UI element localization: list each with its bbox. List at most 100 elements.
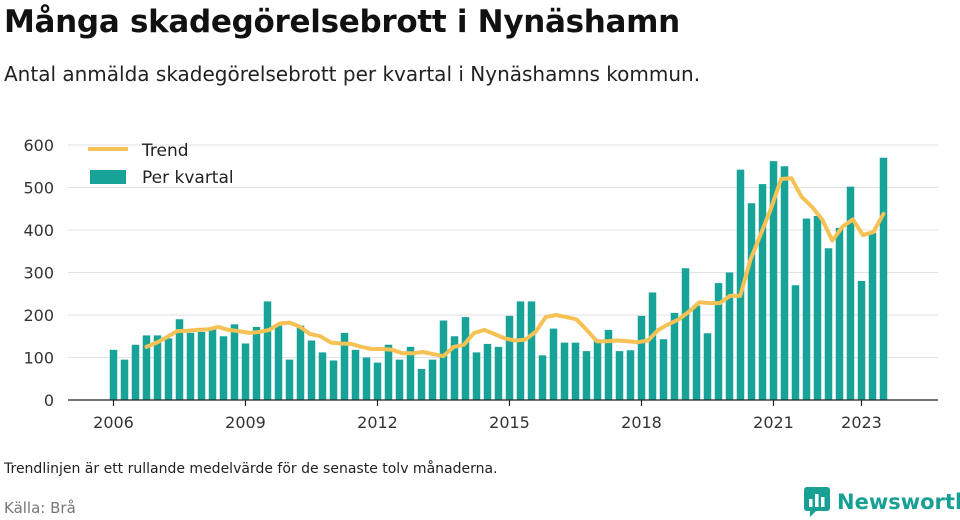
bar — [274, 325, 283, 400]
bar — [208, 327, 217, 400]
bar — [263, 301, 272, 400]
bar — [483, 343, 492, 400]
bar — [736, 169, 745, 400]
bar — [516, 301, 525, 400]
newsworthy-logo-text: Newsworthy — [837, 490, 960, 514]
bar — [857, 281, 866, 400]
bar — [472, 352, 481, 400]
bar — [626, 350, 635, 400]
chart-title: Många skadegörelsebrott i Nynäshamn — [4, 4, 680, 40]
y-tick-label: 300 — [23, 264, 54, 283]
bar — [813, 215, 822, 400]
bar — [835, 227, 844, 400]
bar — [725, 272, 734, 400]
bar — [582, 351, 591, 400]
chart-note: Trendlinjen är ett rullande medelvärde f… — [4, 461, 498, 477]
bar — [604, 329, 613, 400]
chart-subtitle: Antal anmälda skadegörelsebrott per kvar… — [4, 62, 701, 86]
bar — [824, 248, 833, 400]
bar — [131, 344, 140, 400]
bar — [252, 326, 261, 400]
bar — [703, 333, 712, 400]
x-tick-label: 2009 — [225, 413, 266, 432]
bar — [307, 340, 316, 400]
y-tick-label: 200 — [23, 306, 54, 325]
x-tick-label: 2018 — [621, 413, 662, 432]
bar — [461, 317, 470, 400]
bar — [846, 186, 855, 400]
bar — [571, 342, 580, 400]
bar — [219, 336, 228, 400]
bar — [593, 340, 602, 400]
bar — [670, 312, 679, 400]
x-tick-label: 2015 — [489, 413, 530, 432]
bar — [868, 232, 877, 400]
bar — [450, 336, 459, 400]
bar — [802, 218, 811, 400]
bar — [648, 292, 657, 400]
y-tick-label: 500 — [23, 179, 54, 198]
chart: 0 100 200 300 400 500 600 2006 2009 2012 2015 2018… — [23, 136, 938, 432]
bar — [373, 362, 382, 400]
bar — [615, 351, 624, 400]
x-tick-label: 2023 — [841, 413, 882, 432]
bar — [285, 359, 294, 400]
bar — [780, 166, 789, 400]
bar — [538, 355, 547, 400]
y-tick-label: 0 — [44, 391, 54, 410]
bar — [120, 359, 129, 400]
bar — [406, 346, 415, 400]
newsworthy-logo-icon — [804, 487, 830, 517]
bar — [494, 346, 503, 400]
bar — [296, 325, 305, 400]
y-tick-label: 600 — [23, 136, 54, 155]
bar — [109, 349, 118, 400]
bars — [109, 157, 888, 400]
bar — [791, 285, 800, 400]
bar — [747, 203, 756, 400]
bar — [164, 338, 173, 400]
bar — [395, 359, 404, 400]
bar — [527, 301, 536, 400]
bar — [692, 305, 701, 400]
bar — [714, 283, 723, 400]
bar — [428, 359, 437, 400]
bar — [175, 319, 184, 400]
bar — [681, 268, 690, 400]
x-tick-label: 2012 — [357, 413, 398, 432]
bar — [230, 324, 239, 400]
source-label: Källa: Brå — [4, 499, 76, 517]
legend-bar-label: Per kvartal — [142, 168, 234, 188]
bar — [241, 343, 250, 400]
legend-bar-swatch — [90, 170, 126, 184]
bar — [351, 349, 360, 400]
bar — [417, 368, 426, 400]
bar — [186, 332, 195, 400]
x-tick-label: 2021 — [753, 413, 794, 432]
bar — [879, 157, 888, 400]
bar — [197, 332, 206, 400]
bar — [659, 339, 668, 400]
legend-trend-label: Trend — [141, 141, 189, 161]
y-tick-label: 100 — [23, 349, 54, 368]
bar — [439, 320, 448, 400]
bar — [505, 315, 514, 400]
bar — [758, 184, 767, 400]
bar — [329, 360, 338, 400]
bar — [362, 357, 371, 400]
x-tick-label: 2006 — [93, 413, 134, 432]
bar — [769, 161, 778, 400]
y-tick-label: 400 — [23, 221, 54, 240]
bar — [340, 332, 349, 400]
bar — [560, 342, 569, 400]
x-axis: 2006 2009 2012 2015 2018 2021 2023 — [68, 399, 938, 432]
bar — [384, 344, 393, 400]
trend-line — [144, 176, 886, 359]
bar — [142, 335, 151, 400]
bar — [637, 315, 646, 400]
bar — [549, 328, 558, 400]
legend: Trend Per kvartal — [88, 141, 234, 188]
bar — [153, 335, 162, 400]
newsworthy-logo: Newsworthy — [804, 487, 960, 517]
bar — [318, 352, 327, 400]
